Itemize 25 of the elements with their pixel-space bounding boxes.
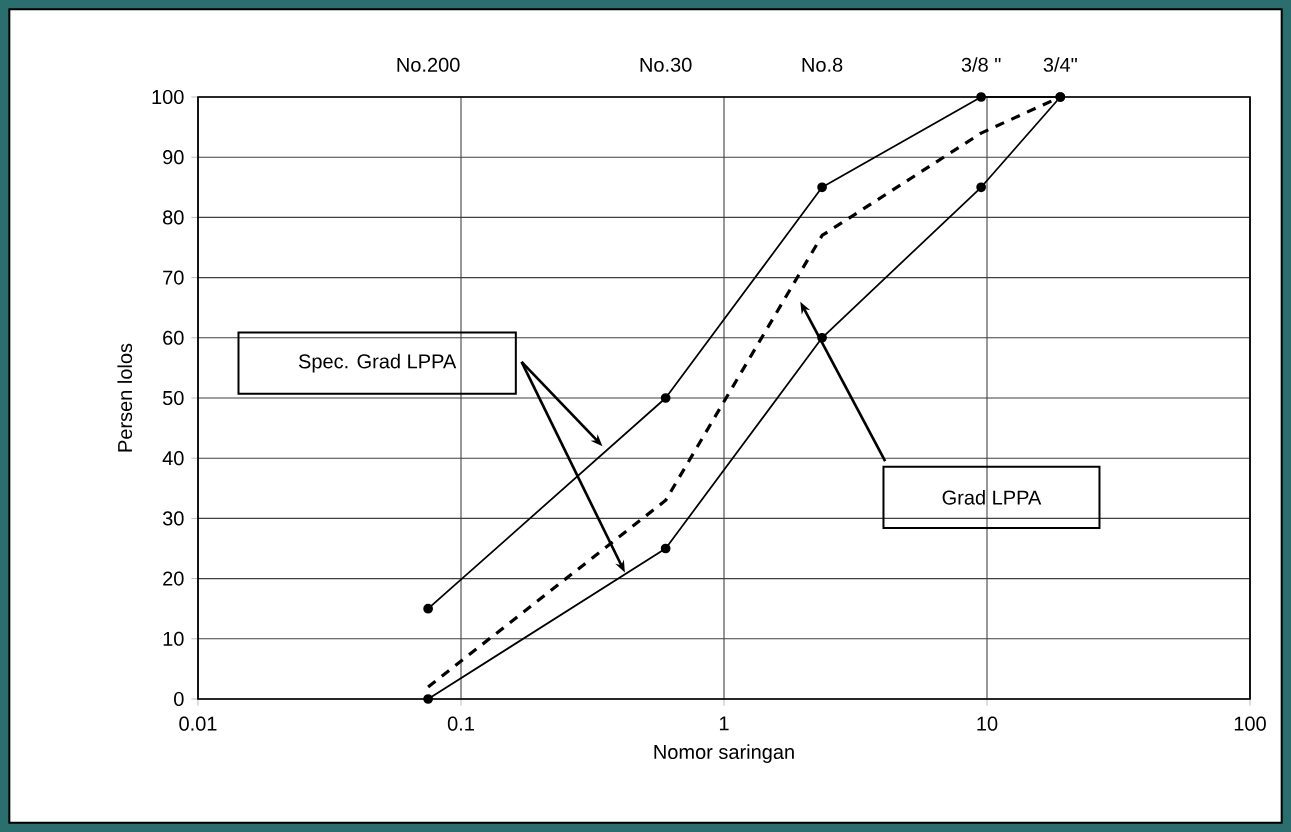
x-axis-title: Nomor saringan [654,744,794,763]
text: No.30 [640,57,692,72]
y-tick-label: 40 [162,451,184,466]
x-tick-label: 0.01 [179,716,217,731]
annotation: Grad LPPA [942,489,1042,505]
y-tick-label: 90 [163,150,184,165]
y-tick-label: 60 [163,330,184,345]
y-tick-label: 50 [162,390,184,406]
y-tick-label: 70 [163,270,184,285]
x-tick-label: 100 [1234,716,1266,731]
x-tick-label: 0.1 [447,716,474,731]
y-tick-label: 10 [163,631,184,646]
y-tick-label: 30 [162,511,184,526]
x-tick-label: 1 [719,716,729,731]
text: No.200 [397,57,460,72]
y-axis-title: Persen lolos [117,343,133,452]
y-tick-label: 0 [174,691,184,707]
annotation: Spec. Grad LPPA [298,353,457,373]
text: No.8 [802,57,843,72]
text: 3/4" [1043,57,1077,72]
x-tick-label: 10 [977,716,998,731]
y-tick-label: 20 [163,571,184,586]
y-tick-label: 100 [152,89,184,105]
text: 3/8 " [961,57,1001,72]
y-tick-label: 80 [163,210,184,225]
